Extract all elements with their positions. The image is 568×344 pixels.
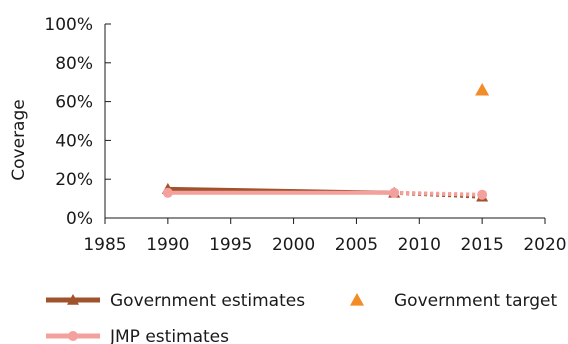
jmp-estimates-series (162, 187, 488, 200)
y-tick-label: 40% (55, 131, 93, 151)
y-tick-label: 100% (44, 15, 93, 35)
x-tick-label: 2015 (461, 235, 504, 255)
x-tick-label: 2020 (523, 235, 566, 255)
jmp-estimates-point (389, 187, 400, 198)
y-tick-label: 20% (55, 170, 93, 190)
legend-item-jmp-estimates: JMP estimates (46, 327, 229, 344)
jmp-estimates-point (162, 187, 173, 198)
axes: 0% 20% 40% 60% 80% 100% 1985 1990 1995 2000 2005 2… (9, 15, 567, 255)
x-axis-ticks: 1985 1990 1995 2000 2005 2010 2015 2020 (83, 218, 567, 255)
government-target-point (475, 82, 490, 96)
legend: Government estimates Government target JMP… (46, 291, 557, 344)
x-tick-label: 1985 (83, 235, 126, 255)
legend-item-government-target: Government target (350, 291, 557, 311)
x-tick-label: 1990 (146, 235, 189, 255)
legend-item-government-estimates: Government estimates (46, 291, 305, 311)
legend-label: Government target (394, 291, 557, 311)
legend-label: JMP estimates (109, 327, 229, 344)
x-tick-label: 2005 (335, 235, 378, 255)
plot-area (161, 82, 490, 202)
jmp-estimates-point (477, 189, 488, 200)
y-tick-label: 80% (55, 54, 93, 74)
legend-marker (67, 294, 79, 305)
legend-label: Government estimates (110, 291, 305, 311)
y-axis-ticks: 0% 20% 40% 60% 80% 100% (44, 15, 111, 229)
jmp-estimates-projection-line (394, 190, 483, 197)
y-tick-label: 60% (55, 93, 93, 113)
government-target-series (475, 82, 490, 96)
y-axis-title: Coverage (9, 99, 29, 180)
x-tick-label: 1995 (209, 235, 252, 255)
x-tick-label: 2000 (272, 235, 315, 255)
legend-marker (68, 331, 78, 341)
x-tick-label: 2010 (398, 235, 441, 255)
y-tick-label: 0% (66, 209, 93, 229)
legend-marker (350, 293, 364, 306)
